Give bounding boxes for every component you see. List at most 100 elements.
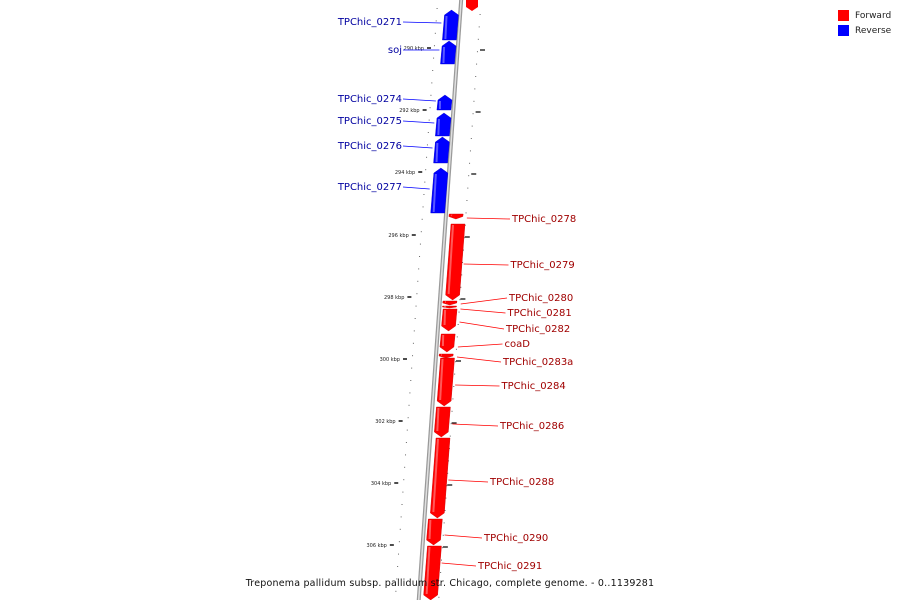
genome-caption: Treponema pallidum subsp. pallidum str. … <box>245 578 655 589</box>
minor-tick-left <box>417 280 419 282</box>
minor-tick-right <box>459 299 461 301</box>
minor-tick-right <box>447 472 449 474</box>
minor-tick-right <box>449 435 451 437</box>
minor-tick-right <box>441 547 443 549</box>
minor-tick-left <box>411 367 413 369</box>
gene-label: TPChic_0276 <box>337 141 402 152</box>
minor-tick-right <box>462 249 464 251</box>
gene-label: TPChic_0284 <box>501 381 566 392</box>
gene-label: TPChic_0279 <box>510 260 575 271</box>
leader-line <box>460 308 506 314</box>
minor-tick-left <box>422 206 424 208</box>
gene-label: TPChic_0290 <box>483 533 548 544</box>
gene-highlight <box>437 118 440 136</box>
gene-label: soj <box>388 45 402 56</box>
leader-line <box>441 562 477 567</box>
reverse-gene-arrow <box>430 167 449 214</box>
tick-label: 290 kbp <box>404 46 424 52</box>
leader-line <box>457 343 503 348</box>
minor-tick-left <box>414 318 416 319</box>
tick-label: 298 kbp <box>384 295 404 301</box>
gene-highlight <box>432 438 440 513</box>
gene-highlight <box>447 224 454 295</box>
forward-gene-arrow <box>441 308 458 332</box>
minor-tick-right <box>467 187 469 189</box>
legend-reverse-label: Reverse <box>855 25 892 36</box>
legend: Forward Reverse <box>838 8 891 38</box>
leader-line <box>455 384 500 387</box>
minor-tick-right <box>454 373 456 375</box>
minor-tick-left <box>428 119 430 121</box>
minor-tick-left <box>403 479 405 481</box>
minor-tick-left <box>406 429 408 431</box>
minor-tick-right <box>450 423 452 425</box>
tick-label: 302 kbp <box>375 419 395 425</box>
gene-highlight <box>443 309 447 326</box>
feature-layer <box>423 0 478 600</box>
minor-tick-right <box>457 324 459 325</box>
minor-tick-right <box>445 497 447 499</box>
minor-tick-right <box>455 361 457 363</box>
minor-tick-right <box>442 534 444 536</box>
tick-label: 304 kbp <box>371 481 391 487</box>
minor-tick-right <box>469 150 471 152</box>
gene-label: TPChic_0274 <box>337 94 402 105</box>
forward-swatch <box>838 10 849 21</box>
minor-tick-right <box>453 386 455 387</box>
minor-tick-right <box>440 572 442 573</box>
minor-tick-right <box>463 237 465 239</box>
gene-label: TPChic_0280 <box>508 293 573 304</box>
minor-tick-left <box>401 504 403 505</box>
leader-line <box>402 21 442 24</box>
minor-tick-left <box>419 256 421 257</box>
gene-label: TPChic_0278 <box>511 214 576 225</box>
minor-tick-right <box>474 88 476 90</box>
legend-forward: Forward <box>838 8 891 23</box>
tick-label: 292 kbp <box>399 108 419 114</box>
minor-tick-right <box>456 336 458 338</box>
leader-line <box>448 479 489 483</box>
tick-label: 294 kbp <box>395 170 415 176</box>
gene-highlight <box>439 358 444 401</box>
gene-highlight <box>444 15 448 40</box>
minor-tick-left <box>424 181 426 183</box>
forward-gene-arrow <box>436 357 455 407</box>
leader-line <box>402 120 435 124</box>
minor-tick-left <box>399 528 401 530</box>
minor-tick-left <box>419 243 421 245</box>
legend-reverse: Reverse <box>838 23 891 38</box>
minor-tick-right <box>473 100 475 102</box>
gene-label: TPChic_0288 <box>489 477 554 488</box>
forward-gene-arrow <box>423 545 442 600</box>
forward-gene-arrow <box>438 353 454 359</box>
reverse-swatch <box>838 25 849 36</box>
reverse-gene-arrow <box>440 40 457 65</box>
minor-tick-left <box>431 82 433 84</box>
minor-tick-left <box>423 194 425 195</box>
minor-tick-right <box>462 262 464 263</box>
minor-tick-left <box>412 355 414 357</box>
minor-tick-left <box>433 45 435 47</box>
minor-tick-left <box>412 342 414 344</box>
gene-label: TPChic_0281 <box>507 308 572 319</box>
gene-label: coaD <box>505 339 531 350</box>
forward-gene-arrow <box>426 518 443 546</box>
forward-gene-fragment <box>466 0 478 11</box>
minor-tick-left <box>400 516 402 518</box>
minor-tick-right <box>468 175 470 177</box>
minor-tick-right <box>464 224 466 226</box>
minor-tick-right <box>443 522 445 524</box>
legend-forward-label: Forward <box>855 10 892 21</box>
minor-tick-left <box>395 590 397 592</box>
gene-highlight <box>425 546 431 595</box>
gene-highlight <box>428 519 432 540</box>
minor-tick-right <box>444 510 446 511</box>
minor-tick-left <box>420 231 422 233</box>
minor-tick-right <box>448 460 450 462</box>
gene-label: TPChic_0282 <box>505 324 570 335</box>
minor-tick-right <box>458 311 460 313</box>
minor-tick-left <box>415 305 417 307</box>
minor-tick-left <box>405 442 407 443</box>
